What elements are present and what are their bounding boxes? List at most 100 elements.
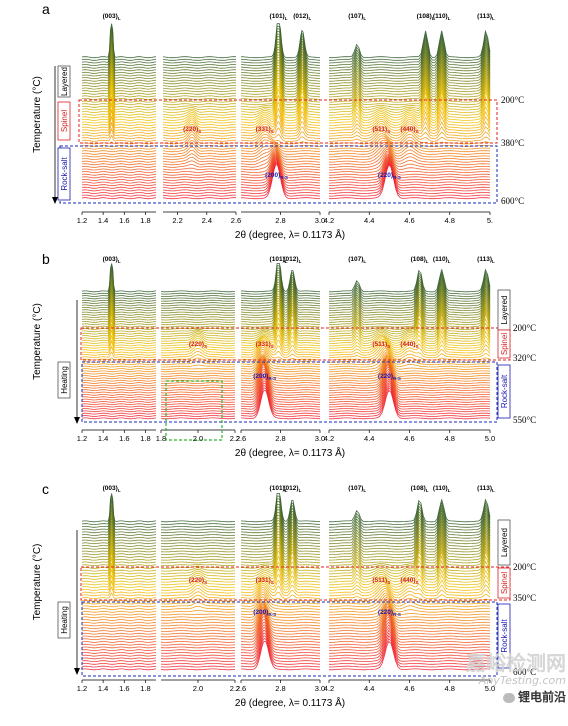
trace-line [162, 113, 236, 121]
trace-line [81, 265, 157, 295]
trace-line [161, 297, 236, 300]
trace-line [81, 382, 156, 384]
trace-line [329, 544, 491, 569]
trace-line [240, 298, 321, 328]
trace-line [328, 308, 491, 333]
peak-label-sub: S [387, 580, 390, 585]
peak-label: (003)L [103, 13, 121, 21]
trace-line [160, 542, 236, 545]
trace-line [241, 38, 320, 74]
x-tick-label: 4.2 [324, 434, 334, 443]
trace-line [160, 304, 236, 307]
trace-line [161, 558, 236, 561]
trace-line [329, 282, 491, 307]
temperature-label: 200°C [513, 562, 536, 572]
peak-label: (220)S [189, 341, 207, 349]
trace-line [160, 412, 235, 415]
phase-tag-box [497, 603, 511, 669]
trace-line [329, 161, 491, 194]
trace-line [81, 26, 157, 61]
trace-line [329, 330, 491, 347]
trace-line [81, 520, 157, 550]
trace-line [81, 646, 157, 649]
trace-line [160, 299, 236, 302]
trace-line [160, 591, 236, 599]
trace-line [240, 142, 321, 153]
trace-line [81, 23, 157, 59]
heating-arrow-head [74, 668, 80, 675]
trace-line [160, 621, 236, 624]
trace-line [241, 151, 320, 171]
x-tick-label: 2.6 [236, 684, 246, 693]
trace-line [328, 503, 491, 528]
trace-line [240, 385, 320, 415]
trace-line [240, 101, 321, 129]
trace-line [160, 576, 236, 586]
trace-line [161, 652, 236, 654]
x-tick-label: 1.4 [98, 684, 108, 693]
trace-line [241, 359, 321, 382]
trace-line [81, 291, 156, 321]
trace-line [328, 618, 491, 649]
trace-line [328, 632, 491, 663]
rocksalt-region-box [81, 601, 498, 677]
trace-line [162, 181, 237, 184]
trace-line [81, 608, 157, 610]
trace-line [81, 194, 157, 197]
trace-line [162, 149, 236, 158]
trace-line [160, 635, 236, 638]
x-tick-label: 5. [487, 216, 493, 225]
trace-line [162, 167, 236, 171]
x-tick-label: 1.2 [77, 434, 87, 443]
trace-line [81, 403, 157, 406]
trace-line [81, 630, 156, 632]
trace-line [162, 71, 236, 74]
trace-line [240, 72, 321, 108]
trace-line [81, 305, 157, 335]
peak-label-sub: L [363, 488, 366, 493]
trace-line [241, 33, 321, 69]
trace-line [329, 95, 491, 121]
trace-line [160, 292, 236, 295]
trace-line [81, 39, 157, 74]
trace-line [329, 90, 491, 119]
trace-line [81, 415, 157, 417]
trace-line [240, 506, 320, 536]
peak-label: (012)L [283, 256, 301, 264]
trace-line [81, 539, 157, 569]
trace-line [162, 77, 236, 79]
trace-line [81, 654, 157, 657]
x-tick-label: 4.4 [364, 216, 374, 225]
trace-line [240, 555, 320, 583]
window-1: 1.2 1.4 1.6 1.8 [77, 263, 157, 443]
trace-line [160, 332, 236, 340]
trace-line [162, 85, 236, 87]
trace-line [328, 607, 491, 630]
trace-line [81, 345, 157, 356]
peak-label: (220)S [183, 126, 201, 134]
phase-tag-box [57, 65, 71, 98]
heating-arrow-head [74, 417, 80, 424]
peak-label-sub: L [118, 16, 121, 21]
trace-line [161, 316, 236, 319]
trace-line [329, 154, 491, 176]
peak-label-sub: R-S [393, 612, 401, 617]
trace-line [161, 585, 236, 594]
trace-line [329, 45, 491, 74]
trace-line [329, 47, 491, 77]
trace-line [329, 159, 491, 189]
trace-line [241, 59, 320, 95]
trace-line [241, 373, 321, 403]
trace-line [329, 351, 491, 368]
trace-line [329, 621, 491, 651]
trace-line [240, 380, 320, 410]
trace-line [329, 514, 491, 539]
trace-line [241, 295, 320, 326]
x-tick-label: 4.6 [404, 684, 414, 693]
x-tick-label: 1.4 [98, 434, 108, 443]
trace-line [162, 179, 236, 181]
trace-line [162, 66, 237, 69]
trace-line [81, 318, 157, 344]
trace-line [160, 523, 236, 525]
trace-line [241, 635, 320, 665]
